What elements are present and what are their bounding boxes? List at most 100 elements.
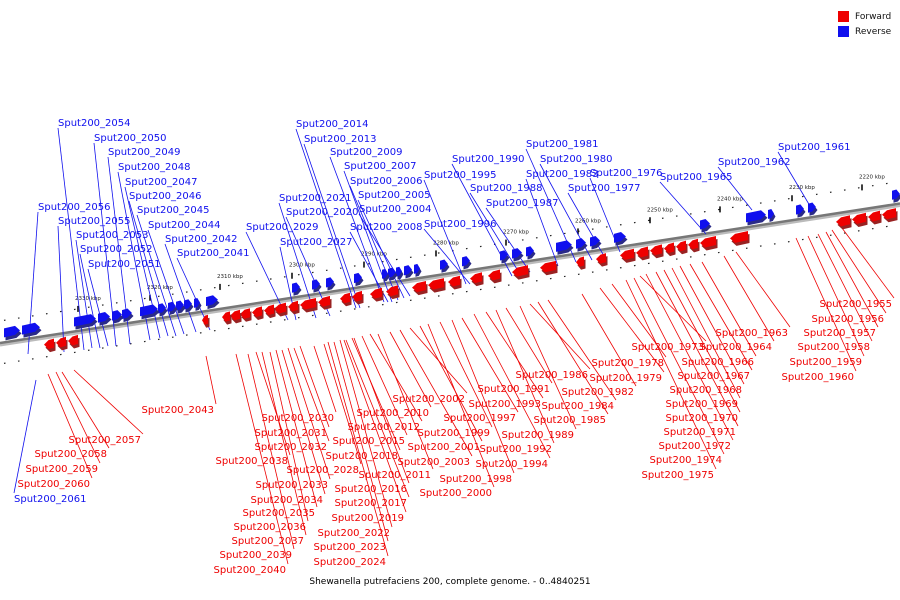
axis-shadow <box>0 204 900 347</box>
reverse-gene-label-leader <box>423 228 471 285</box>
forward-gene-arrow <box>488 269 500 281</box>
forward-gene-label-leader <box>73 369 144 435</box>
forward-gene-label: Sput200_1967 <box>678 371 751 382</box>
forward-gene-label-leader <box>313 345 337 413</box>
forward-gene-label-leader <box>205 355 217 405</box>
reverse-gene-arrow <box>576 238 586 249</box>
reverse-gene-label: Sput200_2013 <box>304 134 377 145</box>
reverse-gene-label-leader <box>164 243 197 333</box>
reverse-gene-label: Sput200_2061 <box>14 494 87 505</box>
forward-gene-label-leader <box>293 347 330 442</box>
legend-item-forward: Forward <box>838 9 891 24</box>
forward-gene-label-leader <box>825 231 879 328</box>
legend-item-reverse: Reverse <box>838 24 891 39</box>
forward-gene-label-leader <box>389 331 432 408</box>
reverse-gene-arrow <box>354 272 362 284</box>
forward-gene-label-leader <box>817 233 873 342</box>
reverse-gene-label: Sput200_2008 <box>350 222 423 233</box>
reverse-gene-label: Sput200_2044 <box>148 220 221 231</box>
forward-gene-label: Sput200_1975 <box>642 470 715 481</box>
reverse-gene-arrow <box>414 263 420 274</box>
reverse-gene-arrow <box>556 240 572 252</box>
reverse-gene-arrow <box>526 246 534 257</box>
reverse-gene-label: Sput200_2045 <box>137 205 210 216</box>
scale-tick-label: 2220 kbp <box>859 174 885 180</box>
forward-gene-label: Sput200_1957 <box>804 328 877 339</box>
forward-gene-label-leader <box>351 337 401 451</box>
forward-gene-label: Sput200_2057 <box>69 435 142 446</box>
reverse-gene-label: Sput200_2020 <box>286 207 359 218</box>
reverse-gene-label-leader <box>777 151 811 207</box>
reverse-gene-arrow <box>206 295 218 307</box>
reverse-gene-label-leader <box>136 214 177 337</box>
forward-gene-label: Sput200_1968 <box>670 385 743 396</box>
forward-gene-label: Sput200_2032 <box>255 442 328 453</box>
scale-tick-label: 2270 kbp <box>503 230 529 236</box>
scale-tick-label: 2240 kbp <box>717 196 743 202</box>
forward-gene-arrow <box>540 260 556 273</box>
reverse-gene-arrow <box>590 236 600 247</box>
forward-gene-label: Sput200_1969 <box>666 399 739 410</box>
forward-gene-label-leader <box>663 269 741 413</box>
forward-gene-label: Sput200_1964 <box>700 342 773 353</box>
forward-gene-label: Sput200_2036 <box>234 522 307 533</box>
forward-gene-label: Sput200_1992 <box>480 444 553 455</box>
forward-gene-label: Sput200_2003 <box>398 457 471 468</box>
reverse-gene-label-leader <box>147 229 185 335</box>
reverse-gene-arrow <box>140 304 158 317</box>
forward-gene-label: Sput200_1994 <box>476 459 549 470</box>
forward-gene-label: Sput200_2001 <box>408 442 481 453</box>
reverse-gene-label: Sput200_2054 <box>58 118 131 129</box>
forward-gene-label-leader <box>235 353 289 565</box>
forward-gene-label-leader <box>473 313 551 459</box>
forward-gene-label: Sput200_1966 <box>682 357 755 368</box>
forward-gene-arrow <box>470 272 482 284</box>
legend: Forward Reverse <box>838 9 891 39</box>
reverse-gene-label-leader <box>87 268 109 347</box>
forward-gene-arrow <box>56 336 66 348</box>
forward-gene-label-leader <box>281 349 326 495</box>
forward-gene-label: Sput200_2038 <box>216 456 289 467</box>
forward-gene-arrow <box>44 338 54 350</box>
forward-gene-label: Sput200_1960 <box>782 372 855 383</box>
forward-gene-label: Sput200_1963 <box>716 328 789 339</box>
forward-gene-arrow <box>300 298 316 310</box>
reverse-gene-label: Sput200_1988 <box>470 183 543 194</box>
forward-gene-arrow <box>370 287 382 299</box>
forward-gene-label: Sput200_2028 <box>287 465 360 476</box>
forward-gene-label: Sput200_1999 <box>418 428 491 439</box>
forward-gene-label: Sput200_2037 <box>232 536 305 547</box>
forward-gene-label-leader <box>505 307 553 384</box>
reverse-gene-arrow <box>4 325 20 338</box>
forward-gene-label: Sput200_1973 <box>632 342 705 353</box>
forward-gene-label-leader <box>47 373 93 479</box>
reverse-gene-arrow <box>194 298 200 308</box>
reverse-gene-label: Sput200_2047 <box>125 177 198 188</box>
forward-gene-label: Sput200_1972 <box>659 441 732 452</box>
scale-tick-label: 2310 kbp <box>217 274 243 280</box>
reverse-gene-arrow <box>746 210 766 223</box>
reverse-swatch <box>838 26 849 37</box>
reverse-gene-label: Sput200_2009 <box>330 147 403 158</box>
reverse-gene-arrow <box>326 277 334 288</box>
forward-gene-label: Sput200_1986 <box>516 370 589 381</box>
forward-gene-label-leader <box>419 325 483 442</box>
forward-gene-label: Sput200_1959 <box>790 357 863 368</box>
reverse-gene-label: Sput200_1962 <box>718 157 791 168</box>
forward-gene-label-leader <box>451 319 515 474</box>
forward-gene-arrow <box>222 311 230 322</box>
forward-gene-label: Sput200_2000 <box>420 488 493 499</box>
reverse-gene-label: Sput200_2049 <box>108 147 181 158</box>
forward-gene-label-leader <box>261 351 307 536</box>
scale-tick-label: 2300 kbp <box>289 263 315 269</box>
forward-gene-label-leader <box>377 333 434 470</box>
forward-gene-arrow <box>274 302 286 314</box>
forward-gene-arrow <box>264 304 274 316</box>
forward-gene-label-leader <box>735 251 791 328</box>
reverse-gene-label: Sput200_2050 <box>94 133 167 144</box>
scale-tick-label: 2260 kbp <box>575 218 601 224</box>
forward-gene-label-leader <box>689 263 753 371</box>
reverse-gene-arrow <box>768 209 774 219</box>
forward-gene-label-leader <box>639 275 707 342</box>
forward-gene-label: Sput200_2022 <box>318 528 391 539</box>
